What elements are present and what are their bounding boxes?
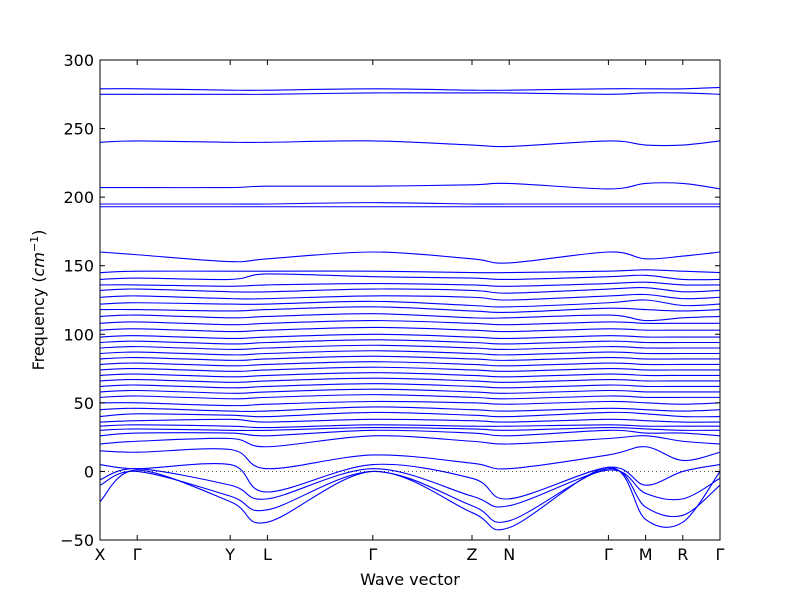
band-line-41 xyxy=(100,92,721,95)
band-line-19 xyxy=(99,366,720,372)
band-line-16 xyxy=(99,383,720,389)
band-line-23 xyxy=(99,344,720,350)
x-tick-label: N xyxy=(503,545,515,564)
band-line-38 xyxy=(100,202,720,205)
band-line-5 xyxy=(99,446,721,470)
band-line-12 xyxy=(99,406,721,413)
band-line-39 xyxy=(100,182,721,190)
x-tick-label: Γ xyxy=(368,545,377,564)
band-line-8 xyxy=(99,426,721,432)
band-line-36 xyxy=(99,251,721,264)
band-line-29 xyxy=(99,306,721,314)
band-line-33 xyxy=(99,281,721,287)
band-line-4 xyxy=(99,462,721,500)
band-lines xyxy=(99,86,721,531)
band-line-9 xyxy=(99,424,720,429)
x-tick-label: M xyxy=(639,545,653,564)
band-line-24 xyxy=(99,339,720,345)
band-line-17 xyxy=(99,377,720,383)
y-tick-label: 0 xyxy=(84,462,94,481)
x-tick-label: Γ xyxy=(133,545,142,564)
band-line-22 xyxy=(99,350,720,356)
y-tick-label: 300 xyxy=(63,51,94,70)
band-line-14 xyxy=(99,394,720,400)
band-line-42 xyxy=(99,86,721,91)
band-line-28 xyxy=(99,313,721,322)
band-line-27 xyxy=(99,320,720,326)
y-tick-label: −50 xyxy=(60,531,94,550)
band-line-32 xyxy=(99,286,721,294)
band-line-34 xyxy=(99,273,721,281)
band-line-35 xyxy=(99,269,721,274)
band-line-6 xyxy=(99,435,721,448)
x-tick-label: X xyxy=(95,545,106,564)
x-tick-label: L xyxy=(263,545,272,564)
band-line-18 xyxy=(99,372,720,378)
band-line-20 xyxy=(99,361,720,367)
x-tick-label: Z xyxy=(467,545,478,564)
y-axis-label: Frequency (cm−1) xyxy=(28,230,49,371)
y-tick-label: 250 xyxy=(63,120,94,139)
band-line-1 xyxy=(99,466,721,531)
band-line-7 xyxy=(99,429,721,437)
band-line-31 xyxy=(99,293,721,301)
band-line-10 xyxy=(99,418,721,423)
band-line-15 xyxy=(99,388,720,394)
band-line-21 xyxy=(99,355,720,361)
y-tick-label: 150 xyxy=(63,257,94,276)
band-line-26 xyxy=(99,326,720,333)
band-line-2 xyxy=(99,468,721,523)
band-line-11 xyxy=(99,411,721,418)
band-line-25 xyxy=(99,333,720,339)
x-tick-label: R xyxy=(677,545,688,564)
plot-frame xyxy=(99,59,721,541)
y-tick-label: 50 xyxy=(74,394,94,413)
x-tick-label: Γ xyxy=(604,545,613,564)
y-axis-ticks: −50 0 50 100 150 200 250 300 xyxy=(60,51,720,550)
band-line-3 xyxy=(99,468,721,508)
y-tick-label: 200 xyxy=(63,188,94,207)
x-tick-label: Y xyxy=(224,545,235,564)
band-line-13 xyxy=(99,400,721,407)
band-line-30 xyxy=(99,299,721,308)
band-line-40 xyxy=(99,140,721,148)
x-axis-label: Wave vector xyxy=(360,570,460,589)
x-tick-label: Γ xyxy=(716,545,725,564)
y-tick-label: 100 xyxy=(63,325,94,344)
